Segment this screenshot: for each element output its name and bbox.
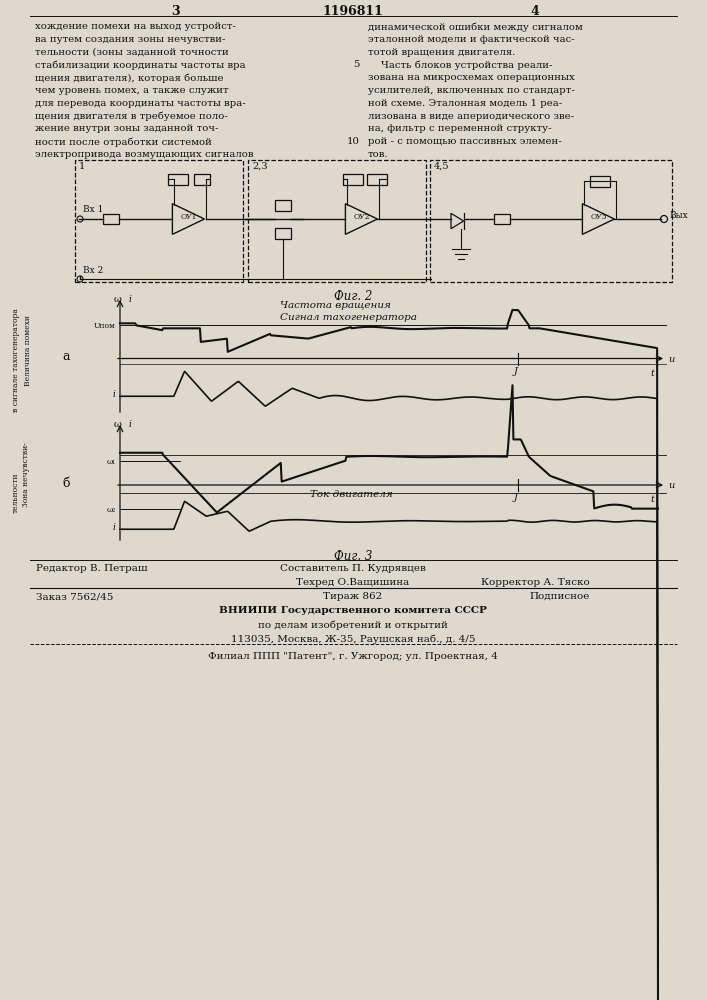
Text: электропривода возмущающих сигналов: электропривода возмущающих сигналов [35,150,254,159]
Text: хождение помехи на выход устройст-: хождение помехи на выход устройст- [35,22,236,31]
Text: по делам изобретений и открытий: по делам изобретений и открытий [258,620,448,630]
Bar [75,160,243,282]
Text: Фиг. 3: Фиг. 3 [334,550,372,563]
Text: щения двигателя), которая больше: щения двигателя), которая больше [35,73,223,83]
Text: 1196811: 1196811 [322,5,383,18]
Text: Филиал ППП "Патент", г. Ужгород; ул. Проектная, 4: Филиал ППП "Патент", г. Ужгород; ул. Про… [208,652,498,661]
Text: Вых: Вых [669,211,688,220]
Text: 5: 5 [354,60,360,69]
Text: i: i [112,390,115,399]
Text: 2,3: 2,3 [252,162,268,171]
Text: 4,5: 4,5 [434,162,450,171]
Text: тов.: тов. [368,150,389,159]
Polygon shape [346,204,378,234]
Bar [275,228,291,238]
Text: в сигнале тахогенератора: в сигнале тахогенератора [12,309,20,412]
Text: Величина помехи: Величина помехи [24,315,32,386]
Bar [367,174,387,184]
Text: щения двигателя в требуемое поло-: щения двигателя в требуемое поло- [35,112,228,121]
Text: i: i [112,523,115,532]
Text: Составитель П. Кудрявцев: Составитель П. Кудрявцев [280,564,426,573]
Text: эталонной модели и фактической час-: эталонной модели и фактической час- [368,35,575,44]
Text: б: б [62,477,69,490]
Text: стабилизации координаты частоты вра: стабилизации координаты частоты вра [35,60,245,70]
Text: ной схеме. Эталонная модель 1 реа-: ной схеме. Эталонная модель 1 реа- [368,99,562,108]
Text: Фиг. 2: Фиг. 2 [334,290,372,303]
Polygon shape [583,204,614,234]
Text: Заказ 7562/45: Заказ 7562/45 [36,592,113,601]
Bar [194,174,210,184]
Text: жение внутри зоны заданной точ-: жение внутри зоны заданной точ- [35,124,218,133]
Text: 1: 1 [79,162,86,171]
Text: J: J [513,493,517,502]
Text: Тираж 862: Тираж 862 [323,592,382,601]
Text: i: i [129,295,132,304]
Text: 4: 4 [531,5,539,18]
Text: Подписное: Подписное [530,592,590,601]
Text: ω₁: ω₁ [107,458,116,466]
Text: t: t [650,368,654,377]
Bar [275,200,291,211]
Bar [248,160,426,282]
Text: чем уровень помех, а также служит: чем уровень помех, а также служит [35,86,228,95]
Text: u: u [668,481,674,490]
Polygon shape [451,213,464,229]
Text: ОУ2: ОУ2 [354,213,370,221]
Text: ω: ω [114,420,122,429]
Circle shape [660,216,667,223]
Text: для перевода координаты частоты вра-: для перевода координаты частоты вра- [35,99,245,108]
Text: ОУЗ: ОУЗ [590,213,607,221]
Text: ω: ω [114,295,122,304]
Bar [430,160,672,282]
Text: ω₂: ω₂ [107,506,116,514]
Text: ва путем создания зоны нечувстви-: ва путем создания зоны нечувстви- [35,35,226,44]
Text: u: u [668,355,674,363]
Polygon shape [173,204,204,234]
Text: тельности (зоны заданной точности: тельности (зоны заданной точности [35,48,229,57]
Text: Часть блоков устройства реали-: Часть блоков устройства реали- [368,60,552,70]
Text: Сигнал тахогенератора: Сигнал тахогенератора [280,313,417,322]
Text: Uпом: Uпом [93,322,115,330]
Bar [343,174,363,184]
Circle shape [77,276,83,282]
Circle shape [77,216,83,222]
Text: на, фильтр с переменной структу-: на, фильтр с переменной структу- [368,124,551,133]
Text: Зона нечувстви-: Зона нечувстви- [22,443,30,507]
Text: Техред О.Ващишина: Техред О.Ващишина [296,578,409,587]
Text: 10: 10 [347,137,360,146]
Text: Редактор В. Петраш: Редактор В. Петраш [36,564,148,573]
Text: Вх 1: Вх 1 [83,205,103,214]
Bar [590,176,610,186]
Text: зована на микросхемах операционных: зована на микросхемах операционных [368,73,575,82]
Text: 3: 3 [170,5,180,18]
Text: Частота вращения: Частота вращения [280,301,391,310]
Text: Ток двигателя: Ток двигателя [310,490,393,499]
Text: лизована в виде апериодического зве-: лизована в виде апериодического зве- [368,112,574,121]
Text: усилителей, включенных по стандарт-: усилителей, включенных по стандарт- [368,86,575,95]
Bar [103,214,119,224]
Text: Корректор А. Тяско: Корректор А. Тяско [481,578,590,587]
Text: тотой вращения двигателя.: тотой вращения двигателя. [368,48,515,57]
Text: t: t [650,495,654,504]
Text: а: а [62,351,69,363]
Text: J: J [513,366,517,375]
Bar [168,174,188,184]
Text: ВНИИПИ Государственного комитета СССР: ВНИИПИ Государственного комитета СССР [219,606,487,615]
Text: ности после отработки системой: ности после отработки системой [35,137,212,147]
Text: ОУ1: ОУ1 [180,213,197,221]
Text: динамической ошибки между сигналом: динамической ошибки между сигналом [368,22,583,31]
Text: рой - с помощью пассивных элемен-: рой - с помощью пассивных элемен- [368,137,561,146]
Text: 113035, Москва, Ж-35, Раушская наб., д. 4/5: 113035, Москва, Ж-35, Раушская наб., д. … [230,634,475,644]
Text: Вх 2: Вх 2 [83,266,103,275]
Text: i: i [129,420,132,429]
Text: тельности: тельности [12,473,20,513]
Bar [494,214,510,224]
